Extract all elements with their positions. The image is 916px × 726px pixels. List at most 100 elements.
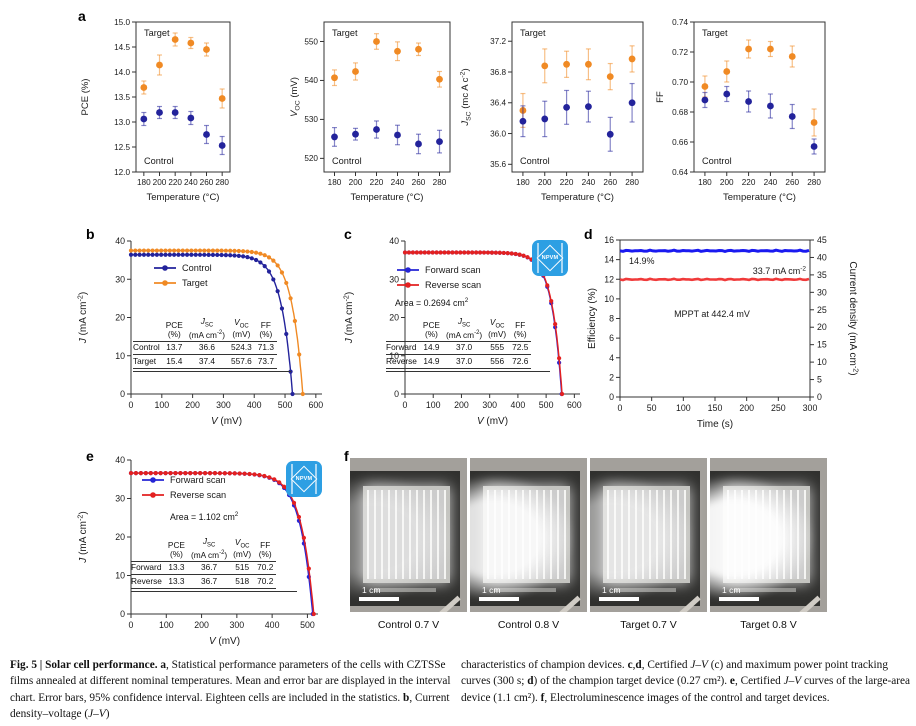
- svg-text:0: 0: [403, 400, 408, 410]
- panel-label-d: d: [584, 226, 593, 242]
- svg-text:600: 600: [308, 400, 323, 410]
- svg-text:14.5: 14.5: [114, 43, 130, 52]
- svg-text:240: 240: [391, 178, 405, 187]
- svg-text:0: 0: [618, 403, 623, 413]
- glowing-cell: [603, 485, 691, 583]
- svg-text:Control: Control: [520, 156, 550, 166]
- svg-text:30: 30: [115, 494, 125, 504]
- chart-pce-vs-temperature: 12.0 12.5 13.0 13.5 14.0 14.5 15.0 180 200 220 240…: [80, 18, 231, 203]
- svg-text:10: 10: [604, 294, 614, 304]
- svg-text:V (mV): V (mV): [211, 416, 242, 427]
- scalebar-label: 1 cm: [362, 585, 381, 595]
- svg-text:300: 300: [482, 400, 497, 410]
- contact-bar: [734, 588, 796, 592]
- svg-text:200: 200: [194, 620, 209, 630]
- el-image: 1 cm: [470, 458, 587, 612]
- svg-text:250: 250: [771, 403, 786, 413]
- table-row: Forward 13.3 36.7 515 70.2: [131, 561, 277, 576]
- svg-text:J (mA cm-2): J (mA cm-2): [76, 292, 89, 344]
- svg-text:PCE (%): PCE (%): [80, 79, 91, 116]
- svg-text:280: 280: [807, 178, 821, 187]
- svg-text:VOC (mV): VOC (mV): [289, 77, 302, 117]
- svg-text:40: 40: [389, 236, 399, 246]
- svg-text:220: 220: [370, 178, 384, 187]
- svg-text:400: 400: [511, 400, 526, 410]
- badge-text: NPVM: [541, 255, 559, 261]
- svg-text:220: 220: [168, 178, 182, 187]
- svg-text:10: 10: [817, 357, 827, 367]
- series-Control: [519, 82, 636, 152]
- svg-text:200: 200: [538, 178, 552, 187]
- svg-text:260: 260: [603, 178, 617, 187]
- svg-text:0: 0: [394, 389, 399, 399]
- svg-text:40: 40: [115, 455, 125, 465]
- svg-text:6: 6: [609, 333, 614, 343]
- svg-text:100: 100: [676, 403, 691, 413]
- series-Target: [701, 39, 818, 137]
- el-image-figure: 1 cm Control 0.7 V: [350, 458, 467, 631]
- contact-bar: [374, 588, 436, 592]
- svg-text:0: 0: [609, 392, 614, 402]
- legend-item: [154, 280, 176, 286]
- badge-text: NPVM: [295, 476, 313, 482]
- area-label-e: Area = 1.102 cm2: [170, 511, 239, 522]
- table-row: Reverse 13.3 36.7 518 70.2: [131, 574, 277, 589]
- chart-jsc-vs-temperature: 35.6 36.0 36.4 36.8 37.2 180 200 220 240 260 280 Te…: [460, 21, 644, 203]
- svg-text:100: 100: [154, 400, 169, 410]
- legend-item: [142, 492, 164, 498]
- svg-text:300: 300: [803, 403, 818, 413]
- series-Control: [701, 85, 818, 155]
- series-Target: [331, 33, 443, 88]
- curve-Target: [128, 248, 305, 397]
- svg-text:0: 0: [129, 400, 134, 410]
- chart-voc-vs-temperature: 520 530 540 550 180 200 220 240 260 280 Temperatur…: [289, 21, 451, 203]
- svg-text:50: 50: [647, 403, 657, 413]
- svg-text:500: 500: [539, 400, 554, 410]
- svg-text:10: 10: [115, 571, 125, 581]
- svg-text:Reverse scan: Reverse scan: [170, 490, 226, 500]
- panel-label-e: e: [86, 448, 94, 464]
- svg-text:Control: Control: [144, 156, 174, 166]
- scalebar: [599, 597, 639, 601]
- svg-text:0: 0: [817, 392, 822, 402]
- figure-caption-left-column: Fig. 5 | Solar cell performance. a, Stat…: [10, 659, 451, 721]
- svg-text:540: 540: [304, 76, 318, 85]
- panel-label-a: a: [78, 8, 86, 24]
- panel-label-f: f: [344, 448, 349, 464]
- el-image: 1 cm: [590, 458, 707, 612]
- svg-text:100: 100: [426, 400, 441, 410]
- jv-parameters-table-b: PCE (%) JSC (mA cm-2) VOC (mV) FF (%) Control 13.…: [133, 316, 291, 372]
- svg-text:200: 200: [153, 178, 167, 187]
- svg-text:FF: FF: [655, 91, 666, 103]
- svg-text:36.0: 36.0: [490, 129, 506, 138]
- svg-text:2: 2: [609, 372, 614, 382]
- chart-mppt-tracking: 0 2 4 6 8 10 12 14 16 0 5 10 15 20 25 30 35 40 45 0 50 100 150…: [587, 235, 860, 430]
- jv-parameters-table-e: PCE (%) JSC (mA cm-2) VOC (mV) FF (%) Forward 13.…: [131, 536, 297, 592]
- svg-text:J (mA cm-2): J (mA cm-2): [342, 292, 355, 344]
- svg-text:V (mV): V (mV): [209, 636, 240, 647]
- svg-text:0.68: 0.68: [672, 108, 688, 117]
- svg-text:550: 550: [304, 37, 318, 46]
- svg-text:MPPT at 442.4 mV: MPPT at 442.4 mV: [674, 309, 750, 319]
- svg-text:0.66: 0.66: [672, 138, 688, 147]
- svg-text:Current density (mA cm-2): Current density (mA cm-2): [847, 261, 860, 375]
- svg-text:12: 12: [604, 274, 614, 284]
- line-Efficiency: [619, 248, 810, 253]
- svg-text:35: 35: [817, 270, 827, 280]
- panel-label-c: c: [344, 226, 352, 242]
- svg-text:400: 400: [247, 400, 262, 410]
- area-label-c: Area = 0.2694 cm2: [395, 297, 469, 308]
- svg-text:Target: Target: [182, 278, 208, 288]
- contact-bar: [494, 588, 556, 592]
- svg-text:Target: Target: [332, 28, 358, 38]
- axes: [132, 21, 231, 176]
- svg-text:30: 30: [389, 274, 399, 284]
- svg-text:0.74: 0.74: [672, 18, 688, 27]
- svg-text:260: 260: [412, 178, 426, 187]
- svg-text:300: 300: [230, 620, 245, 630]
- svg-text:12.0: 12.0: [114, 168, 130, 177]
- npvm-certification-badge-icon: NPVM: [532, 240, 568, 276]
- svg-text:Target: Target: [702, 28, 728, 38]
- svg-text:180: 180: [516, 178, 530, 187]
